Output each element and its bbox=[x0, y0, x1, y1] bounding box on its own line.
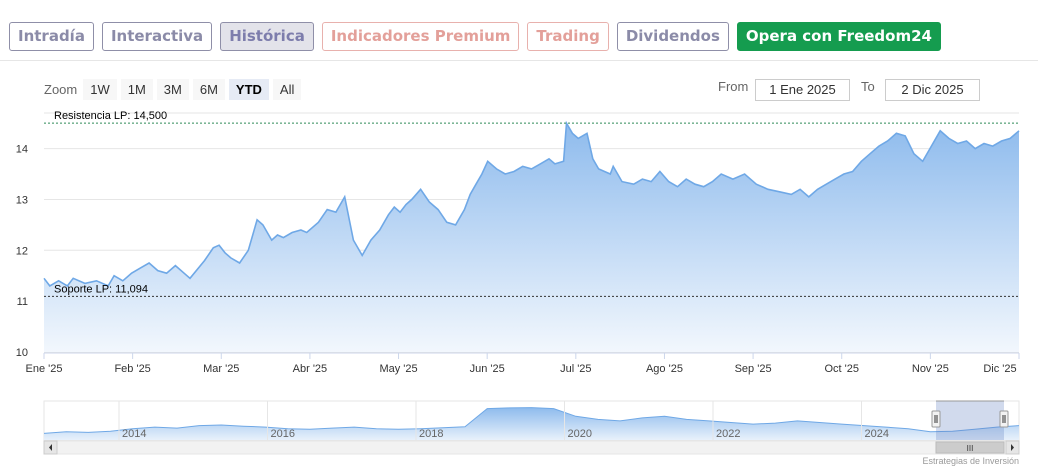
credits: Estrategias de Inversión bbox=[922, 456, 1019, 466]
x-tick-label: Jun '25 bbox=[470, 363, 505, 375]
scroll-left-arrow-icon bbox=[49, 444, 52, 451]
tab-dividendos[interactable]: Dividendos bbox=[616, 22, 729, 51]
x-tick-label: Nov '25 bbox=[912, 363, 949, 375]
zoom-6m-button[interactable]: 6M bbox=[192, 79, 225, 100]
navigator-year-label: 2014 bbox=[122, 428, 146, 440]
zoom-ytd-button[interactable]: YTD bbox=[228, 79, 269, 100]
x-tick-label: Dic '25 bbox=[983, 363, 1016, 375]
to-label: To bbox=[861, 79, 875, 94]
resistance-label: Resistencia LP: 14,500 bbox=[54, 110, 167, 122]
navigator-year-label: 2020 bbox=[568, 428, 592, 440]
x-tick-label: Ene '25 bbox=[26, 363, 63, 375]
tab-trading[interactable]: Trading bbox=[527, 22, 609, 51]
zoom-1m-button[interactable]: 1M bbox=[120, 79, 153, 100]
x-tick-label: Mar '25 bbox=[203, 363, 239, 375]
price-line bbox=[43, 120, 1020, 287]
navigator-year-label: 2024 bbox=[865, 428, 889, 440]
x-tick-label: Abr '25 bbox=[293, 363, 328, 375]
navigator-year-label: 2018 bbox=[419, 428, 443, 440]
zoom-1w-button[interactable]: 1W bbox=[83, 79, 117, 100]
support-label: Soporte LP: 11,094 bbox=[54, 283, 148, 295]
y-tick-label: 14 bbox=[16, 144, 28, 156]
x-tick-label: Ago '25 bbox=[646, 363, 683, 375]
zoom-all-button[interactable]: All bbox=[272, 79, 302, 100]
x-tick-label: May '25 bbox=[379, 363, 417, 375]
navigator[interactable]: 2014 2016 2018 2020 2022 2024 III bbox=[43, 400, 1020, 455]
y-tick-label: 13 bbox=[16, 194, 28, 206]
zoom-label: Zoom bbox=[44, 82, 78, 97]
area-series bbox=[43, 120, 1020, 352]
tabs-divider bbox=[0, 60, 1038, 61]
tab-interactiva[interactable]: Interactiva bbox=[101, 22, 213, 51]
tab-intradia[interactable]: Intradía bbox=[9, 22, 94, 51]
tab-indicadores-premium[interactable]: Indicadores Premium bbox=[321, 22, 520, 51]
y-tick-label: 10 bbox=[16, 347, 28, 359]
y-tick-label: 11 bbox=[17, 296, 28, 308]
from-date-input[interactable]: 1 Ene 2025 bbox=[755, 79, 850, 101]
scrollbar-thumb bbox=[935, 441, 1005, 454]
navigator-area bbox=[44, 407, 1019, 440]
navigator-year-label: 2022 bbox=[716, 428, 740, 440]
x-tick-label: Sep '25 bbox=[735, 363, 772, 375]
scrollbar-grip: III bbox=[967, 444, 974, 453]
zoom-3m-button[interactable]: 3M bbox=[156, 79, 189, 100]
x-tick-label: Oct '25 bbox=[824, 363, 859, 375]
zoom-controls: Zoom 1W 1M 3M 6M YTD All bbox=[44, 79, 305, 100]
y-tick-label: 12 bbox=[16, 245, 28, 257]
area-fill bbox=[44, 123, 1019, 352]
opera-freedom24-button[interactable]: Opera con Freedom24 bbox=[736, 22, 941, 51]
navigator-year-label: 2016 bbox=[271, 428, 295, 440]
navigator-left-handle bbox=[931, 410, 941, 428]
x-axis: Ene '25 Feb '25 Mar '25 Abr '25 May '25 Jun '… bbox=[26, 352, 1020, 375]
navigator-right-handle bbox=[999, 410, 1009, 428]
navigator-selection bbox=[936, 401, 1004, 440]
navigator-line bbox=[43, 407, 1020, 434]
plot-lines: Resistencia LP: 14,500 Soporte LP: 11,094 bbox=[44, 110, 1019, 297]
chart-type-tabs: Intradía Interactiva Histórica Indicador… bbox=[9, 22, 941, 51]
tab-historica[interactable]: Histórica bbox=[220, 22, 314, 51]
scrollbar-track bbox=[43, 440, 1020, 455]
x-tick-label: Feb '25 bbox=[114, 363, 150, 375]
x-tick-label: Jul '25 bbox=[560, 363, 591, 375]
scroll-right-arrow-icon bbox=[1011, 444, 1014, 451]
to-date-input[interactable]: 2 Dic 2025 bbox=[885, 79, 980, 101]
from-label: From bbox=[718, 79, 749, 94]
y-axis: 10 11 12 13 14 bbox=[16, 144, 28, 359]
